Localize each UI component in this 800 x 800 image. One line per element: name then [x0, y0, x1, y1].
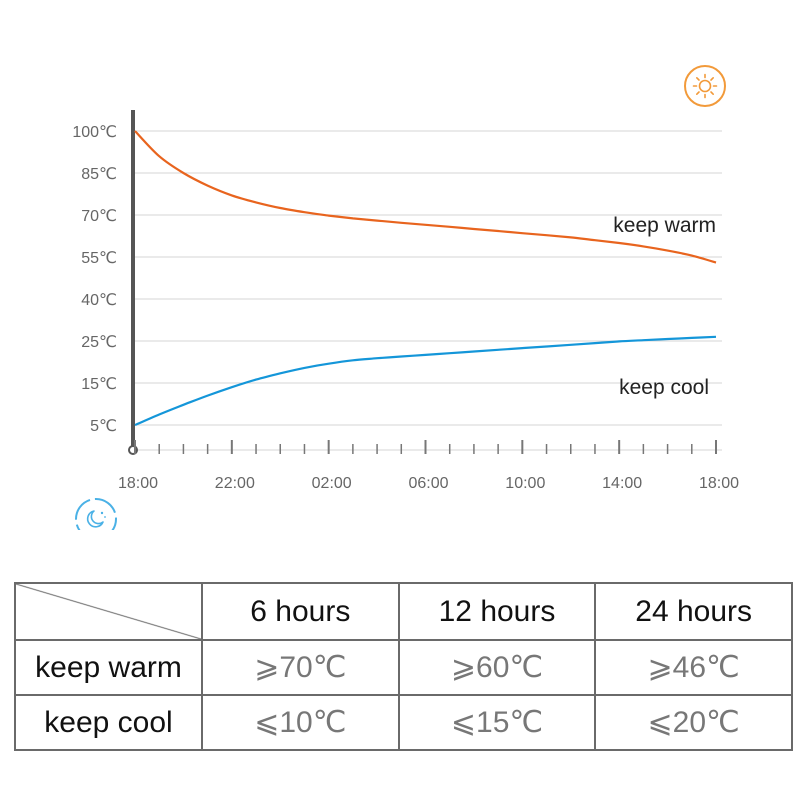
y-tick-label: 25℃: [81, 334, 117, 351]
table-cell: ⩽10℃: [201, 694, 400, 751]
table-corner-cell: [14, 582, 203, 641]
x-tick-label: 02:00: [312, 475, 352, 492]
col-header-24-hours: 24 hours: [594, 582, 793, 641]
moon-icon: [75, 498, 117, 530]
x-tick-label: 14:00: [602, 475, 642, 492]
temperature-chart: 100℃ 85℃ 70℃ 55℃ 40℃ 25℃ 15℃ 5℃ 18:00 22:00 02:00…: [72, 65, 739, 530]
x-axis-tick-labels: 18:00 22:00 02:00 06:00 10:00 14:00 18:00: [118, 475, 739, 492]
table-row-keep-cool: keep cool ⩽10℃ ⩽15℃ ⩽20℃: [14, 694, 793, 751]
series-line-keep-cool: [134, 335, 717, 427]
y-tick-label: 15℃: [81, 376, 117, 393]
series-line-keep-warm: [134, 130, 717, 264]
y-tick-label: 5℃: [90, 418, 117, 435]
grid-lines: [133, 130, 722, 451]
col-header-12-hours: 12 hours: [397, 582, 597, 641]
table-header-row: 6 hours 12 hours 24 hours: [14, 582, 793, 641]
table-cell: ⩽20℃: [594, 694, 793, 751]
series-label-keep-cool: keep cool: [619, 376, 709, 399]
x-axis-ticks: [134, 440, 717, 454]
table-cell: ⩾70℃: [201, 639, 400, 696]
y-tick-label: 40℃: [81, 292, 117, 309]
x-tick-label: 22:00: [215, 475, 255, 492]
y-axis-tick-labels: 100℃ 85℃ 70℃ 55℃ 40℃ 25℃ 15℃ 5℃: [72, 124, 117, 435]
table-cell: ⩾46℃: [594, 639, 793, 696]
sun-icon: [684, 65, 726, 107]
row-header-keep-warm: keep warm: [14, 639, 203, 696]
x-tick-label: 10:00: [505, 475, 545, 492]
y-tick-label: 85℃: [81, 166, 117, 183]
table-cell: ⩾60℃: [397, 639, 597, 696]
table-row-keep-warm: keep warm ⩾70℃ ⩾60℃ ⩾46℃: [14, 639, 793, 696]
spec-table: 6 hours 12 hours 24 hours keep warm ⩾70℃…: [14, 582, 793, 751]
col-header-6-hours: 6 hours: [201, 582, 400, 641]
x-tick-label: 18:00: [118, 475, 158, 492]
x-tick-label: 06:00: [408, 475, 448, 492]
y-tick-label: 100℃: [72, 124, 117, 141]
table-cell: ⩽15℃: [397, 694, 597, 751]
row-header-keep-cool: keep cool: [14, 694, 203, 751]
y-tick-label: 70℃: [81, 208, 117, 225]
x-tick-label: 18:00: [699, 475, 739, 492]
y-tick-label: 55℃: [81, 250, 117, 267]
series-label-keep-warm: keep warm: [613, 214, 716, 237]
